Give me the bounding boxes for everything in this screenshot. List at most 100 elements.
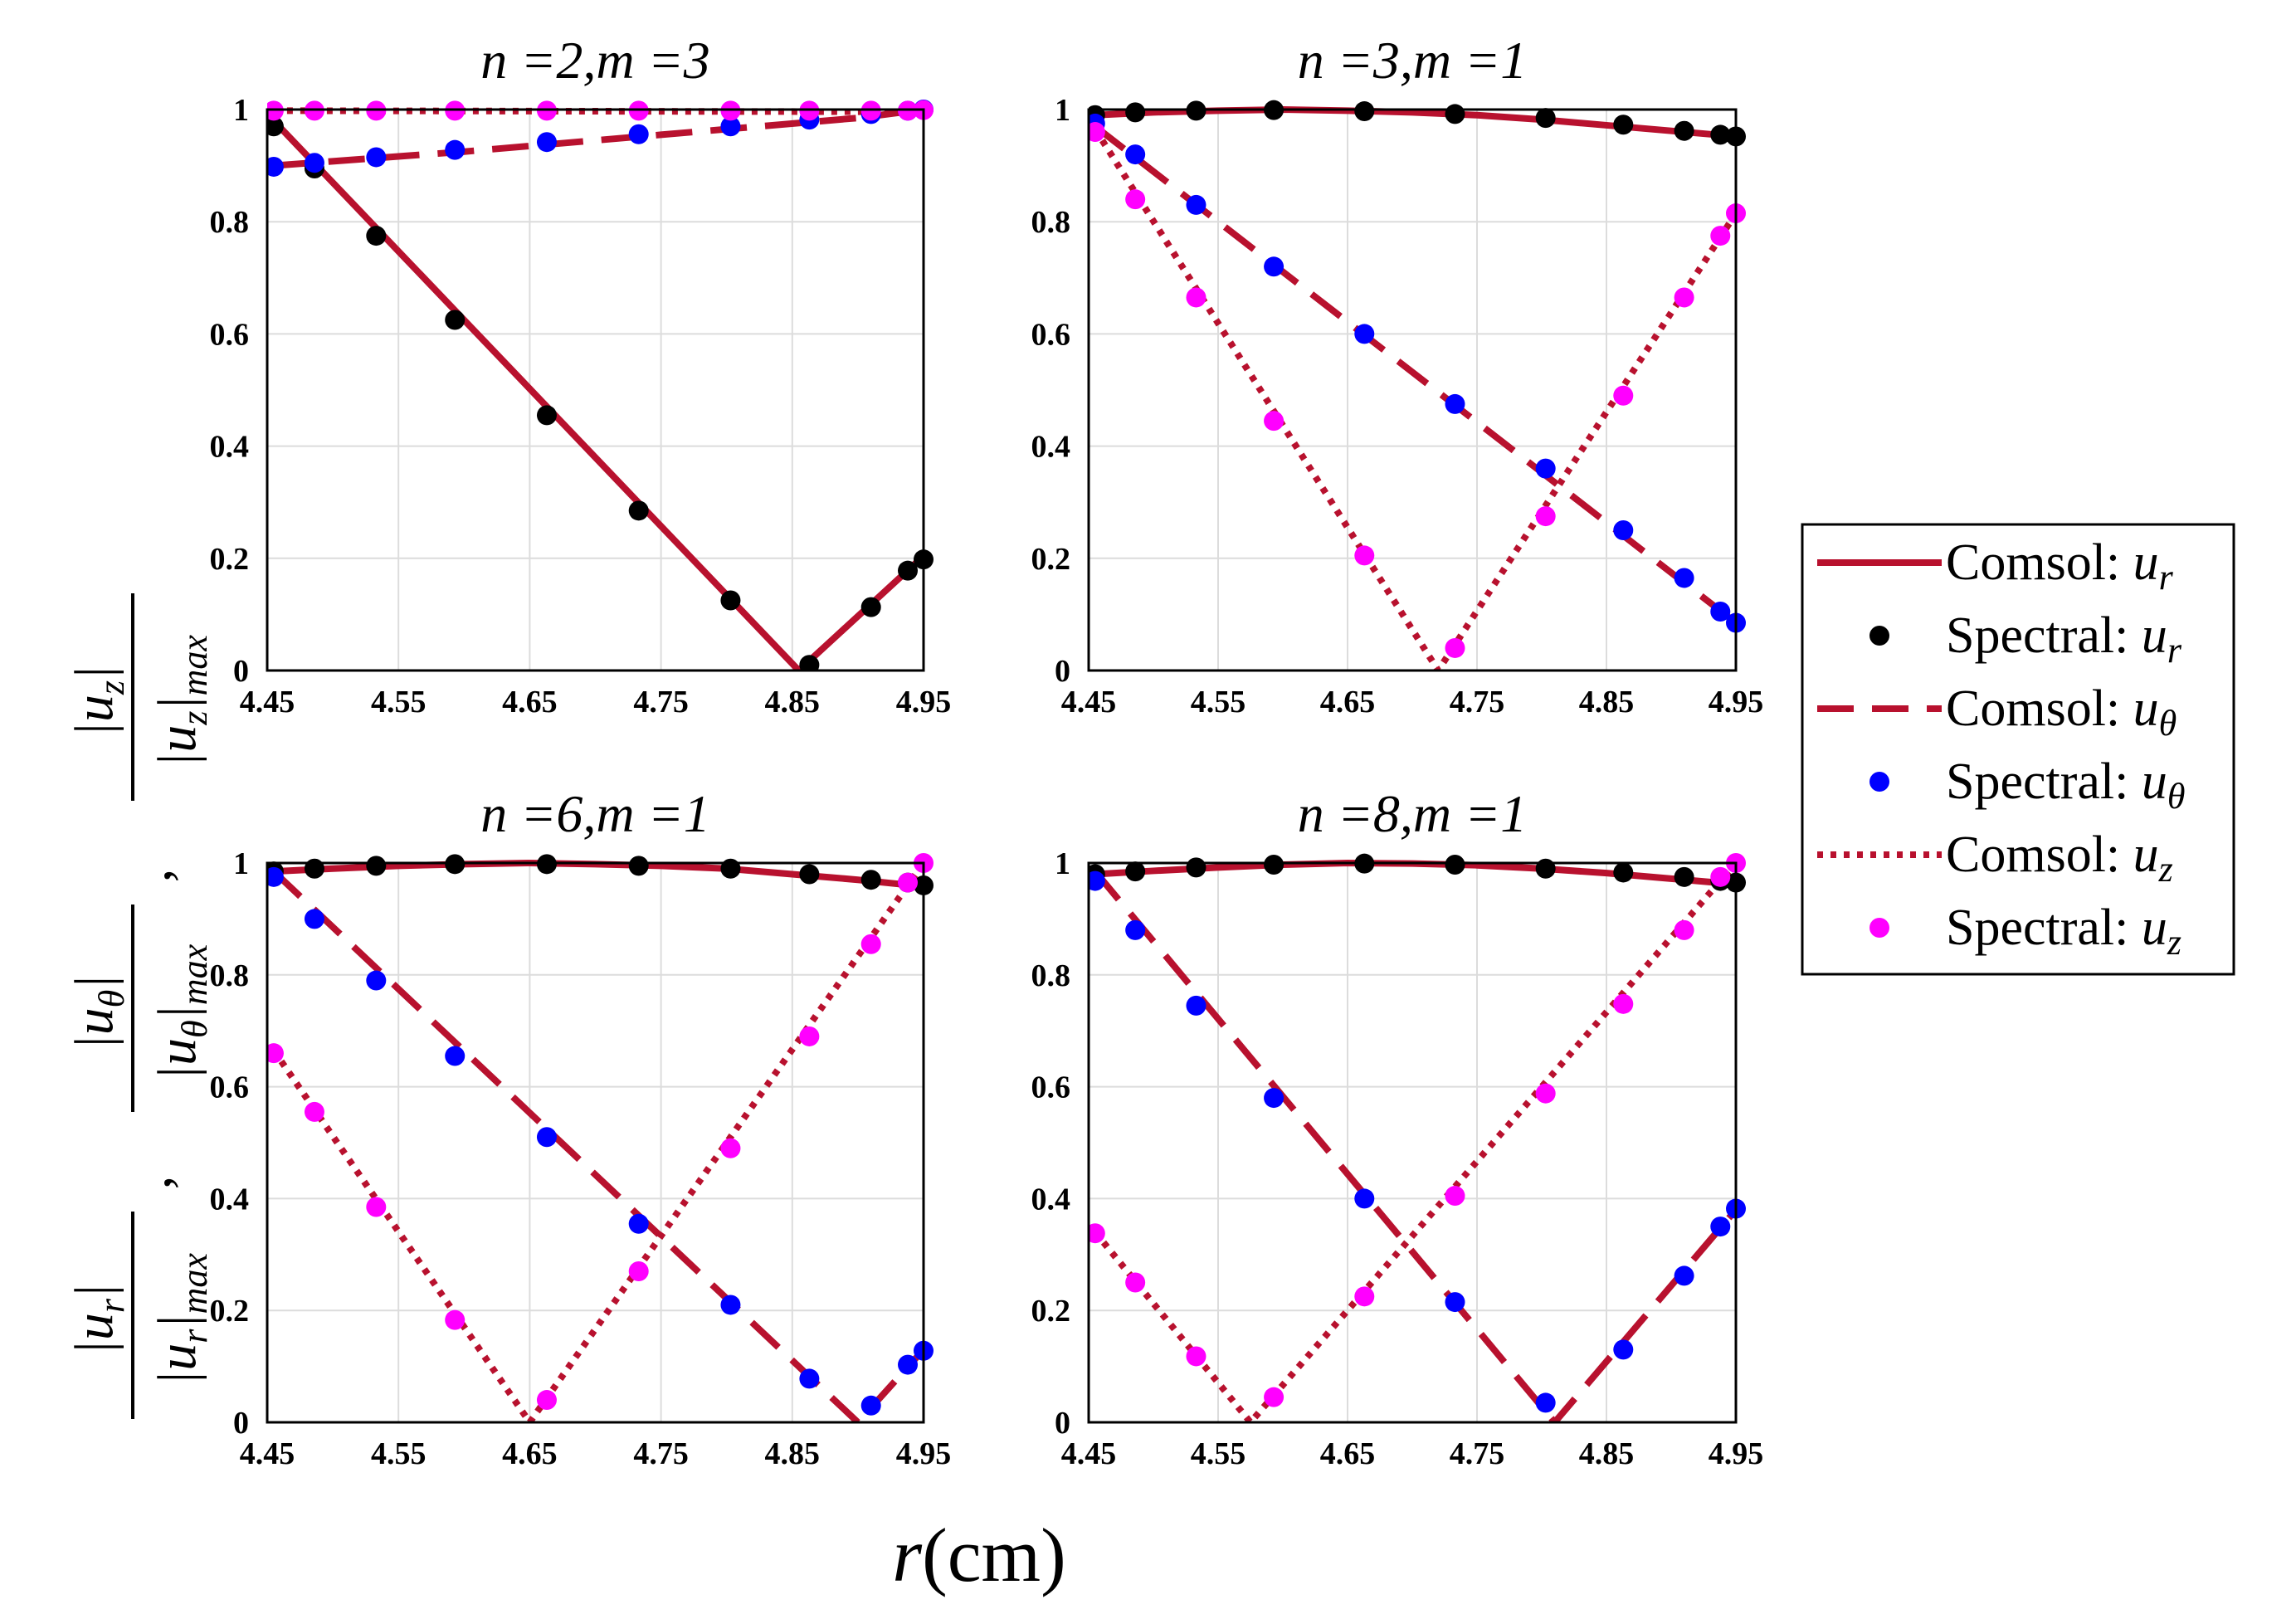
ylabel-uz-denominator: |uz|max (147, 635, 215, 768)
ylabel-separator-1: , (122, 1176, 183, 1190)
data-point-dot-blue (1535, 458, 1556, 479)
data-point-dot-black (1264, 855, 1284, 875)
data-point-dot-black (1613, 862, 1634, 883)
data-point-dot-blue (366, 147, 387, 168)
x-tick-label: 4.75 (633, 685, 689, 719)
data-point-dot-black (267, 116, 284, 137)
data-point-dot-magenta (1125, 1272, 1146, 1293)
y-axis-label: |ur| |ur|max , |uθ| |uθ|max , |uz| |uz|m… (64, 593, 215, 1419)
data-point-dot-magenta (1535, 506, 1556, 527)
data-point-dot-blue (304, 153, 324, 173)
legend-entry: Comsol: uθ (1817, 680, 2177, 744)
series-line-solid (271, 118, 924, 670)
x-tick-label: 4.75 (1450, 685, 1505, 719)
ylabel-utheta-denominator: |uθ|max (147, 944, 215, 1080)
subplot-title: n =2,m =3 (480, 31, 710, 90)
x-tick-label: 4.75 (1450, 1436, 1505, 1471)
data-point-dot-blue (1535, 1392, 1556, 1413)
x-tick-label: 4.65 (1320, 1436, 1376, 1471)
y-tick-label: 0.8 (1031, 958, 1071, 993)
legend-entry: Spectral: uz (1869, 900, 2181, 963)
data-point-dot-black (1710, 124, 1731, 145)
subplot-title: n =6,m =1 (480, 784, 710, 843)
data-point-dot-magenta (1445, 637, 1465, 658)
y-tick-label: 0.4 (210, 1182, 250, 1217)
y-tick-label: 0.2 (1031, 1294, 1071, 1329)
x-tick-label: 4.55 (371, 1436, 427, 1471)
ylabel-utheta-numerator: |uθ| (64, 975, 132, 1051)
x-tick-label: 4.95 (896, 1436, 952, 1471)
data-point-dot-magenta (304, 1101, 324, 1122)
data-point-dot-black (304, 858, 324, 879)
data-point-dot-magenta (1264, 1387, 1284, 1407)
data-point-dot-blue (1186, 194, 1206, 215)
data-point-dot-magenta (1186, 1346, 1206, 1367)
subplot-title: n =8,m =1 (1298, 784, 1528, 843)
axes-frame (1087, 108, 1738, 672)
data-point-dot-magenta (860, 934, 881, 954)
data-point-dot-magenta (536, 1390, 557, 1411)
legend-label: Comsol: uz (1946, 827, 2173, 890)
y-tick-label: 0 (1055, 1406, 1070, 1441)
x-tick-label: 4.85 (765, 1436, 821, 1471)
data-point-dot-blue (267, 866, 284, 887)
data-point-dot-black (1125, 102, 1146, 123)
x-tick-label: 4.45 (240, 1436, 295, 1471)
data-point-dot-blue (1674, 568, 1694, 588)
x-tick-label: 4.65 (502, 1436, 558, 1471)
data-point-dot-blue (1445, 393, 1465, 414)
legend-box (1801, 523, 2235, 976)
data-point-dot-magenta (267, 1043, 284, 1064)
data-point-dot-black (1674, 120, 1694, 141)
x-tick-label: 4.95 (1709, 685, 1764, 719)
y-tick-label: 0.2 (1031, 542, 1071, 577)
y-tick-label: 0.6 (210, 1070, 250, 1105)
legend-entry: Comsol: uz (1817, 827, 2173, 890)
data-point-dot-blue (1125, 144, 1146, 165)
y-tick-label: 1 (1055, 93, 1070, 128)
data-point-dot-black (860, 597, 881, 617)
data-point-dot-blue (267, 156, 284, 177)
data-point-dot-magenta (1674, 287, 1694, 308)
legend-label: Comsol: ur (1946, 534, 2174, 597)
subplot-2: 4.45 4.55 4.65 4.75 4.85 4.95 0 0.2 0.4 0.6 0.8 1 n … (1031, 31, 1764, 719)
data-point-dot-blue (1264, 1088, 1284, 1109)
data-point-dot-blue (366, 970, 387, 991)
legend-marker-dot-black (1869, 626, 1889, 646)
data-point-dot-black (799, 655, 820, 670)
data-point-dot-blue (1186, 995, 1206, 1016)
ylabel-uz-numerator: |uz| (64, 666, 132, 737)
x-tick-label: 4.45 (1061, 685, 1117, 719)
series-line-dotted (1092, 861, 1739, 1422)
data-point-dot-black (536, 405, 557, 426)
y-tick-label: 0 (233, 654, 249, 689)
legend-label: Comsol: uθ (1946, 680, 2177, 744)
data-point-dot-black (366, 226, 387, 246)
y-tick-label: 0.8 (210, 205, 250, 240)
data-point-dot-magenta (1125, 189, 1146, 210)
legend-entry: Spectral: uθ (1869, 753, 2186, 817)
data-point-dot-black (1186, 857, 1206, 878)
data-point-dot-black (1445, 104, 1465, 124)
legend-label: Spectral: uz (1946, 900, 2181, 963)
data-point-dot-magenta (1354, 1286, 1375, 1307)
data-point-dot-blue (860, 1395, 881, 1416)
data-point-dot-blue (536, 1127, 557, 1148)
data-point-dot-black (720, 858, 741, 879)
plot-area (1089, 863, 1736, 1422)
ylabel-ur-denominator: |ur|max (147, 1253, 215, 1386)
legend: Comsol: ur Spectral: ur Comsol: uθ Spectral… (1801, 523, 2235, 976)
series-layer (267, 100, 934, 670)
data-point-dot-magenta (1089, 122, 1105, 143)
data-point-dot-blue (536, 132, 557, 153)
x-tick-label: 4.65 (1320, 685, 1376, 719)
legend-entry: Spectral: ur (1869, 607, 2182, 670)
data-point-dot-blue (1613, 520, 1634, 540)
data-point-dot-black (799, 864, 820, 885)
data-point-dot-black (1613, 115, 1634, 135)
y-tick-label: 1 (233, 846, 249, 881)
data-point-dot-black (720, 590, 741, 611)
data-point-dot-magenta (1264, 411, 1284, 432)
x-axis-label: r(cm) (892, 1513, 1065, 1597)
